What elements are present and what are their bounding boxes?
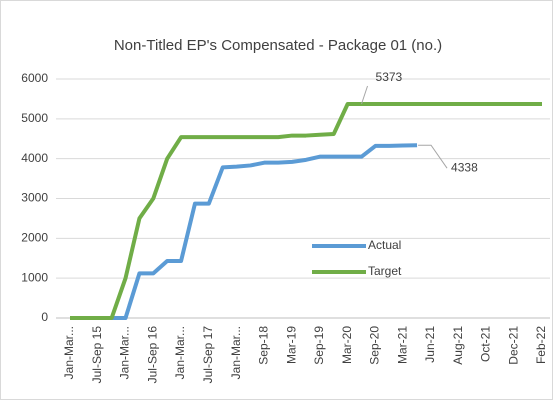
y-tick-label: 3000 bbox=[21, 191, 48, 205]
legend-label: Actual bbox=[368, 238, 401, 252]
leader-line bbox=[361, 85, 369, 105]
x-tick-label: Oct-21 bbox=[479, 326, 493, 362]
y-tick-label: 0 bbox=[41, 310, 48, 324]
x-tick-label: Aug-21 bbox=[451, 326, 465, 365]
y-tick-label: 4000 bbox=[21, 151, 48, 165]
x-tick-label: Jan-Mar... bbox=[229, 326, 243, 379]
series-line bbox=[70, 101, 542, 320]
x-tick-label: Jun-21 bbox=[423, 326, 437, 363]
x-tick-label: Feb-22 bbox=[534, 326, 548, 364]
data-label: 5373 bbox=[376, 70, 403, 84]
y-tick-label: 2000 bbox=[21, 231, 48, 245]
x-tick-label: Mar-19 bbox=[284, 326, 298, 364]
leader-line bbox=[418, 144, 448, 169]
x-tick-label: Sep-18 bbox=[257, 326, 271, 365]
x-tick-label: Sep-19 bbox=[312, 326, 326, 365]
x-tick-label: Mar-21 bbox=[395, 326, 409, 364]
x-tick-label: Jul-Sep 15 bbox=[90, 326, 104, 384]
x-tick-label: Mar-20 bbox=[340, 326, 354, 364]
legend-label: Target bbox=[368, 264, 402, 278]
x-tick-label: Sep-20 bbox=[368, 326, 382, 365]
x-tick-label: Dec-21 bbox=[506, 326, 520, 365]
y-tick-label: 5000 bbox=[21, 111, 48, 125]
x-tick-label: Jan-Mar... bbox=[173, 326, 187, 379]
series-line bbox=[70, 143, 418, 320]
y-tick-label: 1000 bbox=[21, 270, 48, 284]
data-label: 4338 bbox=[451, 160, 478, 174]
x-tick-label: Jan-Mar... bbox=[118, 326, 132, 379]
x-tick-label: Jul-Sep 16 bbox=[145, 326, 159, 384]
x-tick-label: Jul-Sep 17 bbox=[201, 326, 215, 384]
x-tick-label: Jan-Mar... bbox=[62, 326, 76, 379]
chart-title: Non-Titled EP's Compensated - Package 01… bbox=[114, 37, 442, 54]
y-tick-label: 6000 bbox=[21, 71, 48, 85]
